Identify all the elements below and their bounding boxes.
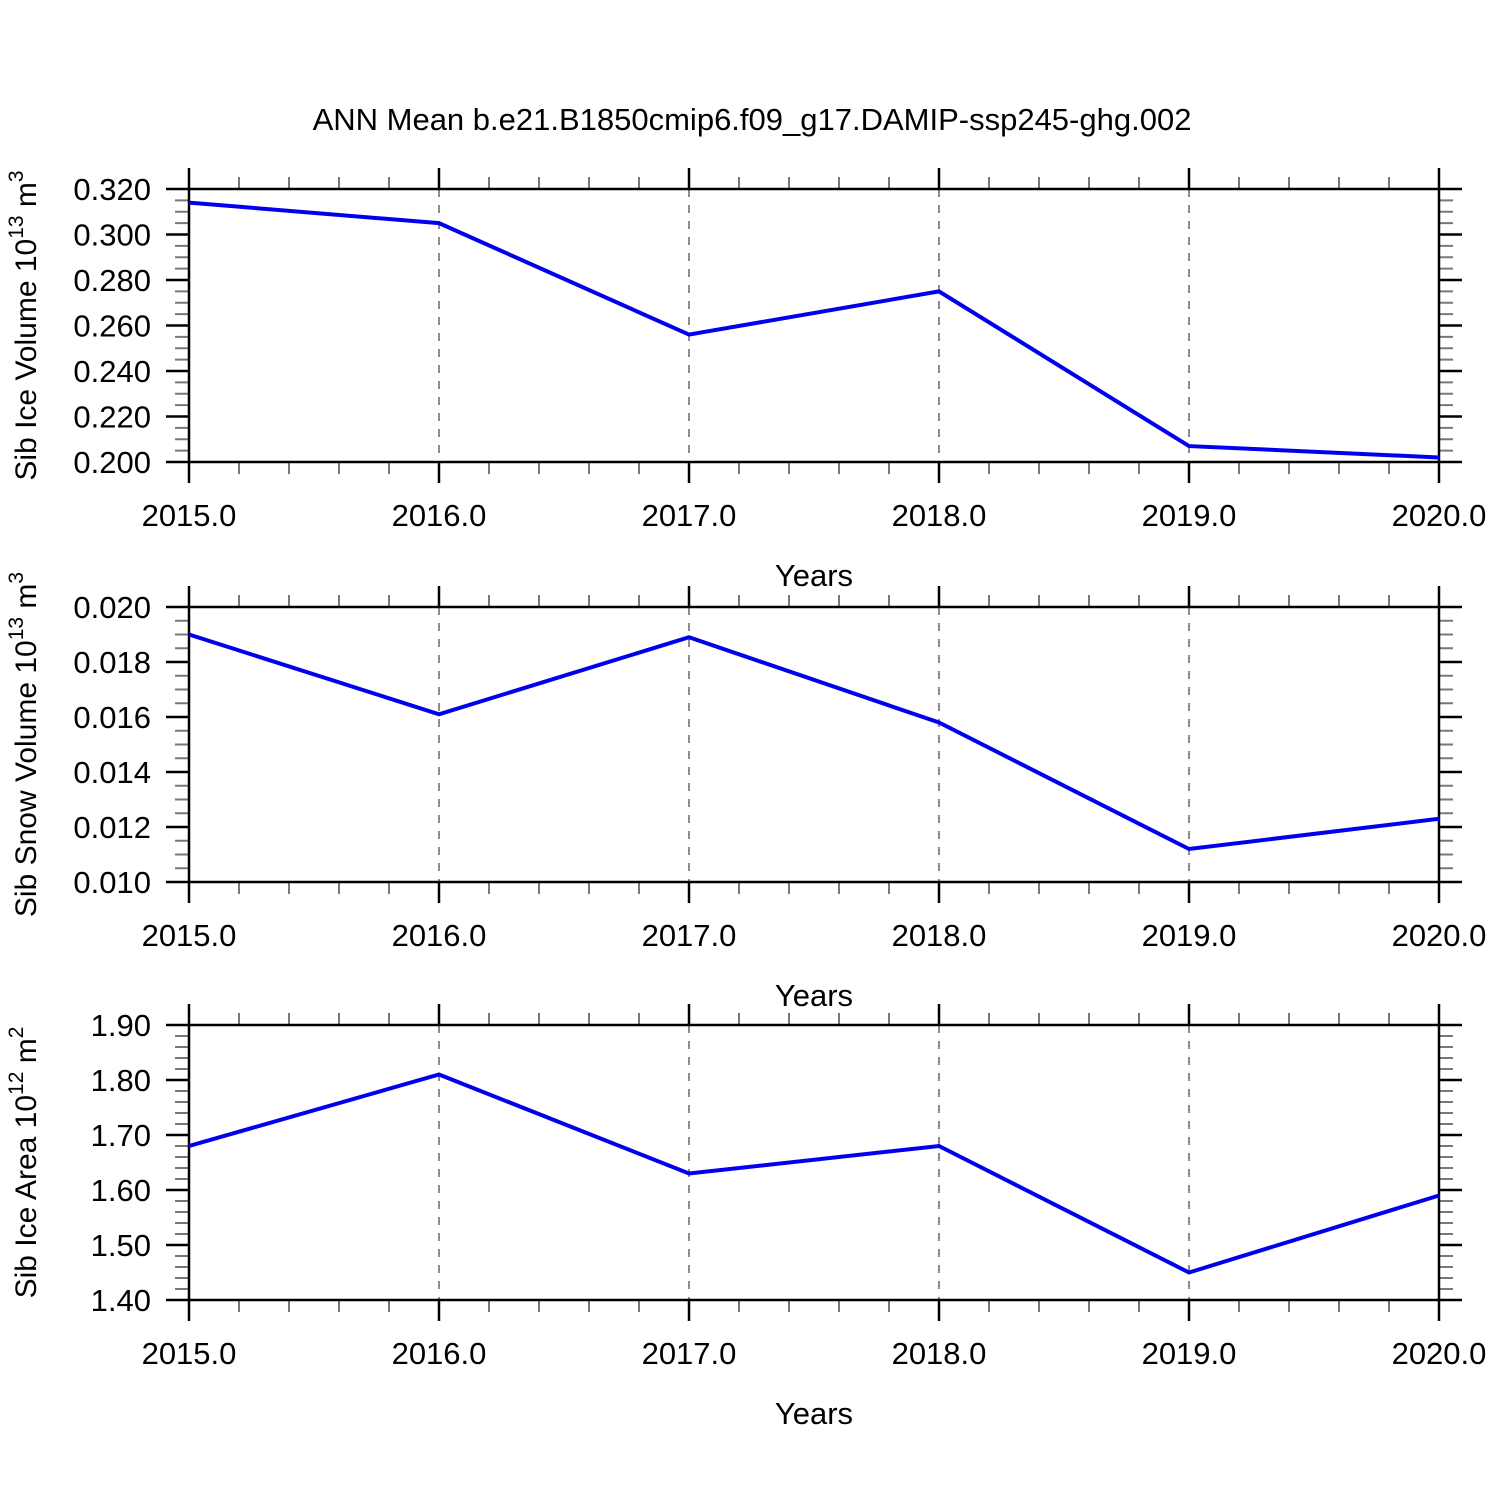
y-tick-label: 0.220: [73, 400, 151, 435]
y-tick-label: 1.60: [91, 1173, 151, 1208]
panel-1: 2015.0 2016.0 2017.0 2018.0 2019.0 2020.0 0.01…: [5, 572, 1486, 1013]
y-tick-label: 1.70: [91, 1118, 151, 1153]
panel-2: 2015.0 2016.0 2017.0 2018.0 2019.0 2020.0 1.40…: [5, 1004, 1486, 1431]
x-tick-label: 2018.0: [892, 498, 987, 533]
y-tick-label: 1.90: [91, 1008, 151, 1043]
y-tick-label: 0.020: [73, 590, 151, 625]
plot-frame: [187, 187, 1441, 464]
plot-frame: [187, 1023, 1441, 1302]
x-tick-label: 2020.0: [1392, 1336, 1487, 1371]
x-tick-label: 2018.0: [892, 1336, 987, 1371]
y-axis-title: Sib Ice Area 1012 m2: [5, 1027, 43, 1299]
x-tick-label: 2016.0: [392, 918, 487, 953]
x-tick-label: 2018.0: [892, 918, 987, 953]
plot-frame: [187, 605, 1441, 884]
y-tick-label: 0.280: [73, 263, 151, 298]
data-line-2: [188, 1072, 1440, 1275]
data-line-0: [188, 200, 1440, 460]
y-axis-title: Sib Snow Volume 1013 m3: [5, 572, 43, 917]
y-tick-label: 1.50: [91, 1228, 151, 1263]
y-tick-label: 0.018: [73, 645, 151, 680]
x-tick-label: 2016.0: [392, 1336, 487, 1371]
x-tick-label: 2019.0: [1142, 498, 1237, 533]
x-tick-label: 2015.0: [142, 498, 237, 533]
y-tick-label: 0.320: [73, 172, 151, 207]
x-tick-label: 2019.0: [1142, 918, 1237, 953]
y-tick-label: 1.80: [91, 1063, 151, 1098]
y-tick-label: 0.012: [73, 810, 151, 845]
y-axis-title: Sib Ice Volume 1013 m3: [5, 170, 43, 480]
x-tick-label: 2017.0: [642, 918, 737, 953]
panel-0: 2015.0 2016.0 2017.0 2018.0 2019.0 2020.0 0.20…: [5, 168, 1486, 593]
x-axis-title: Years: [775, 978, 853, 1013]
x-axis-title: Years: [775, 1396, 853, 1431]
x-tick-label: 2020.0: [1392, 498, 1487, 533]
y-tick-label: 0.300: [73, 218, 151, 253]
x-tick-label: 2017.0: [642, 498, 737, 533]
y-tick-label: 1.40: [91, 1283, 151, 1318]
chart-title: ANN Mean b.e21.B1850cmip6.f09_g17.DAMIP-…: [313, 102, 1192, 137]
x-tick-label: 2016.0: [392, 498, 487, 533]
y-tick-label: 0.010: [73, 865, 151, 900]
x-axis-title: Years: [775, 558, 853, 593]
panels-group: 2015.0 2016.0 2017.0 2018.0 2019.0 2020.0 0.20…: [5, 168, 1486, 1431]
y-tick-label: 0.016: [73, 700, 151, 735]
x-tick-label: 2020.0: [1392, 918, 1487, 953]
x-tick-label: 2017.0: [642, 1336, 737, 1371]
x-tick-label: 2015.0: [142, 918, 237, 953]
y-tick-label: 0.200: [73, 445, 151, 480]
data-line-1: [188, 632, 1440, 852]
x-tick-label: 2019.0: [1142, 1336, 1237, 1371]
y-tick-label: 0.240: [73, 354, 151, 389]
y-tick-label: 0.014: [73, 755, 151, 790]
x-tick-label: 2015.0: [142, 1336, 237, 1371]
y-tick-label: 0.260: [73, 309, 151, 344]
